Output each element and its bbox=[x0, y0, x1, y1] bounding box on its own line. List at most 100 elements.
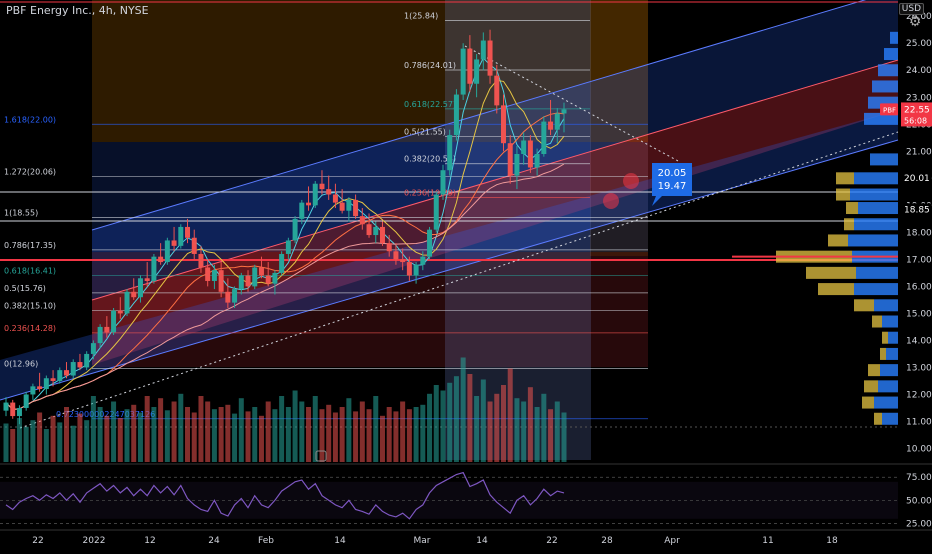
volume-bar bbox=[265, 401, 271, 462]
candle-body bbox=[561, 109, 567, 114]
rsi-line bbox=[5, 471, 565, 520]
currency-button[interactable]: USD bbox=[898, 3, 924, 15]
volume-bar bbox=[191, 412, 197, 462]
volume-bar bbox=[373, 396, 379, 462]
candle-body bbox=[474, 59, 480, 84]
candle-body bbox=[433, 194, 439, 230]
volume-profile-buy bbox=[878, 64, 898, 77]
candle-body bbox=[104, 326, 110, 333]
candle-body bbox=[43, 378, 49, 390]
candle-body bbox=[30, 386, 36, 395]
volume-bar bbox=[359, 401, 365, 462]
candle-body bbox=[285, 240, 291, 254]
price-tick-label: 17.00 bbox=[906, 255, 932, 265]
target-box[interactable] bbox=[652, 163, 692, 206]
volume-bar bbox=[467, 374, 473, 462]
volume-profile-sell bbox=[880, 347, 886, 360]
rsi-tick-label: 75.00 bbox=[906, 473, 932, 483]
time-tick-label: Apr bbox=[664, 536, 680, 546]
rsi-tick-label: 50.00 bbox=[906, 496, 932, 506]
candle-body bbox=[427, 229, 433, 257]
time-tick-label: 11 bbox=[762, 536, 773, 546]
volume-bar bbox=[420, 404, 426, 462]
fib-right-label: 0.5(21.55) bbox=[404, 127, 446, 136]
volume-bar bbox=[400, 401, 406, 462]
candle-body bbox=[447, 135, 453, 171]
volume-bar bbox=[279, 396, 285, 462]
volume-bar bbox=[332, 412, 338, 462]
level-label: 18.85 bbox=[904, 205, 930, 215]
fib-left-label: 0(12.96) bbox=[4, 360, 38, 369]
candle-body bbox=[198, 253, 204, 268]
volume-bar bbox=[494, 393, 500, 462]
ma-fast-line bbox=[5, 57, 565, 410]
volume-bar bbox=[84, 420, 90, 462]
level-label-bg bbox=[901, 203, 931, 216]
candle-body bbox=[353, 199, 359, 217]
fib-left-label: 0.786(17.35) bbox=[4, 241, 56, 250]
volume-bar bbox=[353, 411, 359, 462]
candle-body bbox=[3, 402, 9, 411]
volume-bar bbox=[57, 422, 63, 462]
candle-body bbox=[272, 272, 278, 284]
volume-bar bbox=[326, 404, 332, 462]
price-tick-label: 23.00 bbox=[906, 93, 932, 103]
candle-body bbox=[306, 202, 312, 206]
volume-bar bbox=[258, 415, 264, 462]
ma-long-line bbox=[5, 163, 565, 410]
candle-body bbox=[84, 353, 90, 368]
volume-profile-buy bbox=[880, 364, 898, 377]
candle-body bbox=[279, 253, 285, 273]
candle-body bbox=[50, 378, 56, 381]
volume-bar bbox=[43, 429, 49, 462]
volume-bar bbox=[124, 409, 130, 462]
volume-bar bbox=[64, 407, 70, 462]
candle-body bbox=[487, 40, 493, 76]
candle-body bbox=[70, 362, 76, 376]
volume-bar bbox=[37, 412, 43, 462]
price-tag bbox=[901, 102, 932, 127]
volume-bar bbox=[474, 396, 480, 462]
volume-profile-buy bbox=[874, 299, 898, 312]
volume-profile-sell bbox=[864, 380, 878, 393]
candle-body bbox=[500, 105, 506, 144]
candle-body bbox=[453, 94, 459, 136]
price-tick-label: 18.00 bbox=[906, 228, 932, 238]
candle-body bbox=[205, 267, 211, 281]
candle-body bbox=[373, 226, 379, 236]
channel-top-line bbox=[91, 0, 867, 231]
volume-bar bbox=[393, 411, 399, 462]
candle-body bbox=[440, 170, 446, 195]
volume-bar bbox=[164, 410, 170, 462]
event-icon[interactable] bbox=[315, 450, 327, 462]
level-label: 20.01 bbox=[904, 174, 930, 184]
candle-body bbox=[144, 278, 150, 281]
volume-bar bbox=[198, 396, 204, 462]
gear-icon[interactable]: ⚙ bbox=[908, 14, 922, 30]
volume-bar bbox=[534, 407, 540, 462]
volume-bar bbox=[292, 390, 298, 462]
volume-bar bbox=[16, 418, 22, 462]
candle-body bbox=[312, 183, 318, 206]
price-tick-label: 11.00 bbox=[906, 417, 932, 427]
volume-bar bbox=[548, 409, 554, 462]
candle-body bbox=[514, 154, 520, 176]
volume-bar bbox=[339, 407, 345, 462]
volume-profile-buy bbox=[884, 48, 898, 61]
candle-body bbox=[467, 48, 473, 84]
fib-right-label: 0.618(22.57) bbox=[404, 100, 456, 109]
candle-body bbox=[57, 370, 63, 381]
volume-bar bbox=[541, 393, 547, 462]
candle-body bbox=[151, 256, 157, 281]
volume-bar bbox=[460, 357, 466, 462]
volume-profile-buy bbox=[878, 380, 898, 393]
volume-bar bbox=[312, 396, 318, 462]
price-tick-label: 26.00 bbox=[906, 12, 932, 22]
candle-body bbox=[299, 202, 305, 219]
volume-profile-buy bbox=[888, 331, 898, 344]
volume-bar bbox=[252, 407, 258, 462]
volume-profile-sell bbox=[828, 234, 848, 247]
candle-body bbox=[292, 218, 298, 241]
candle-body bbox=[258, 267, 264, 276]
